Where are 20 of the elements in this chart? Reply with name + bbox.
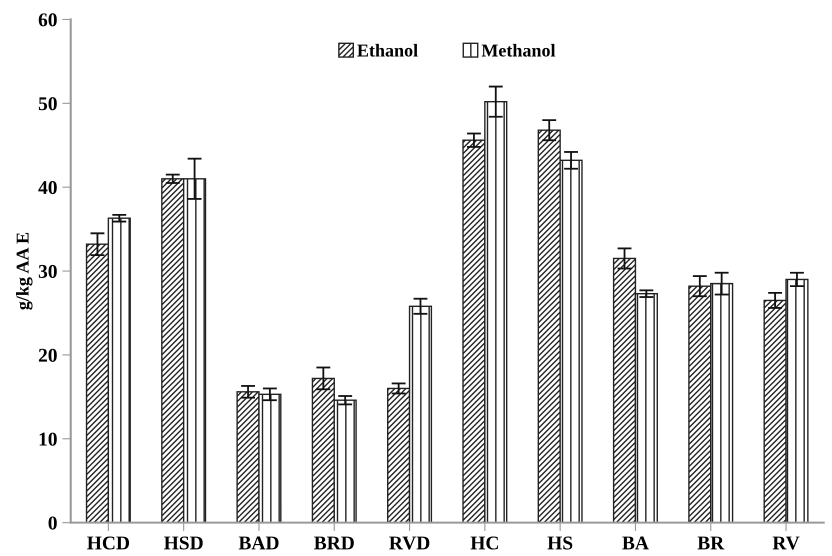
y-tick-label: 50 [38,97,57,110]
y-tick-label: 10 [40,432,57,446]
y-tick-label: 0 [48,516,57,530]
x-tick-label: BA [622,536,649,550]
y-tick-label: 20 [38,348,57,362]
x-tick-label: HSD [164,536,203,550]
y-tick-label: 40 [38,181,57,194]
x-tick-label: RVD [389,536,430,550]
x-tick-label: BAD [238,536,279,550]
x-tick-label: BR [698,536,724,550]
x-tick-label: HCD [87,536,130,550]
y-tick-label: 30 [38,264,57,278]
legend-label: Ethanol [357,44,418,57]
x-tick-label: HS [548,536,572,550]
y-axis-title: g/kg AA E [16,232,33,310]
x-tick-label: RV [772,536,800,550]
x-tick-label: HC [470,536,498,550]
y-tick-label: 60 [38,13,57,26]
legend-label: Methanol [482,44,556,57]
x-tick-label: BRD [314,536,354,550]
